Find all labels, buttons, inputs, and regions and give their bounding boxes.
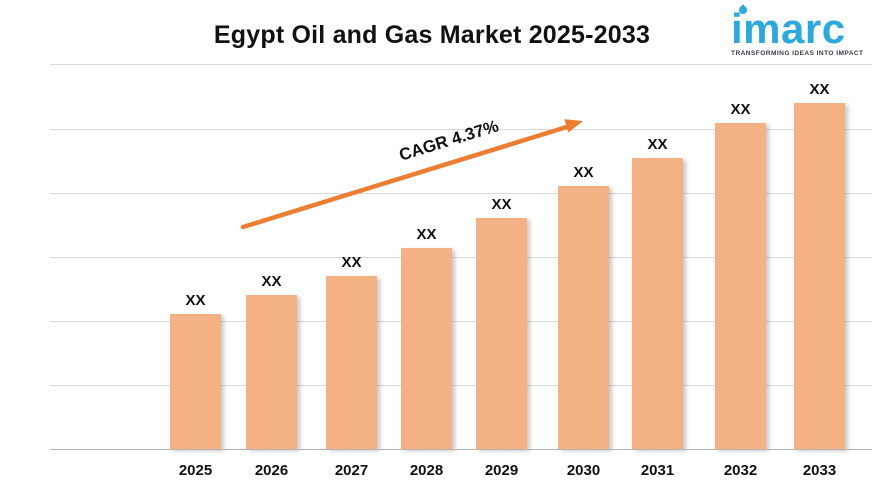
gridline — [50, 64, 872, 65]
bar-2031 — [632, 158, 683, 449]
bar-value-label-2028: XX — [416, 226, 437, 243]
bar-2032 — [715, 123, 766, 449]
x-axis-label-2031: 2031 — [640, 462, 675, 479]
bar-2029 — [476, 218, 527, 449]
x-axis-label-2026: 2026 — [254, 462, 289, 479]
x-axis-label-2033: 2033 — [802, 462, 837, 479]
bar-2027 — [326, 276, 377, 449]
x-axis-label-2027: 2027 — [334, 462, 369, 479]
cagr-label: CAGR 4.37% — [396, 116, 501, 165]
x-axis-label-2032: 2032 — [723, 462, 758, 479]
bar-value-label-2033: XX — [809, 81, 830, 98]
bar-2030 — [558, 186, 609, 449]
bar-2033 — [794, 103, 845, 449]
logo-wordmark: imarc — [731, 5, 846, 52]
bar-value-label-2026: XX — [261, 273, 282, 290]
x-axis-label-2029: 2029 — [484, 462, 519, 479]
x-axis-label-2028: 2028 — [409, 462, 444, 479]
bar-value-label-2025: XX — [185, 292, 206, 309]
x-axis-label-2025: 2025 — [178, 462, 213, 479]
bar-value-label-2027: XX — [341, 254, 362, 271]
bar-value-label-2032: XX — [730, 101, 751, 118]
bar-value-label-2031: XX — [647, 136, 668, 153]
gridline — [50, 385, 872, 386]
bar-2025 — [170, 314, 221, 449]
gridline — [50, 257, 872, 258]
chart-title: Egypt Oil and Gas Market 2025-2033 — [213, 21, 651, 49]
bar-2026 — [246, 295, 297, 449]
gridline — [50, 321, 872, 322]
x-axis-label-2030: 2030 — [566, 462, 601, 479]
bar-value-label-2030: XX — [573, 164, 594, 181]
x-axis-line — [50, 449, 872, 450]
bar-2028 — [401, 248, 452, 449]
bar-value-label-2029: XX — [491, 196, 512, 213]
logo-tagline: TRANSFORMING IDEAS INTO IMPACT — [731, 50, 864, 57]
imarc-logo: imarc TRANSFORMING IDEAS INTO IMPACT — [731, 2, 864, 60]
